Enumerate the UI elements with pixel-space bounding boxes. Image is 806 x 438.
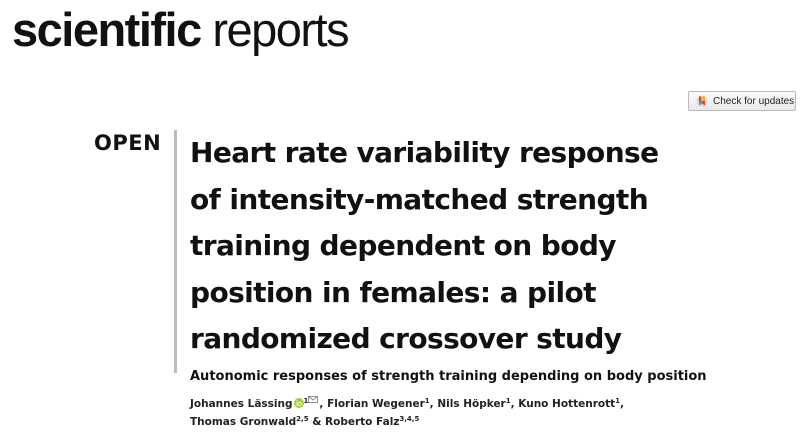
author-name[interactable]: Johannes Lässing bbox=[190, 398, 293, 410]
open-access-label: OPEN bbox=[94, 131, 162, 155]
orcid-icon[interactable] bbox=[293, 398, 304, 408]
journal-logo: scientific reports bbox=[12, 2, 350, 58]
author-separator: , bbox=[429, 398, 438, 410]
author-name[interactable]: Thomas Gronwald bbox=[190, 416, 297, 428]
check-for-updates-label: Check for updates bbox=[713, 95, 795, 107]
title-line: training dependent on body bbox=[190, 229, 617, 262]
crossmark-icon bbox=[696, 95, 708, 107]
journal-name-light: reports bbox=[212, 3, 349, 56]
affiliation-sup: 1 bbox=[424, 397, 430, 405]
email-icon[interactable] bbox=[308, 396, 319, 403]
article-subtitle: Autonomic responses of strength training… bbox=[190, 369, 707, 384]
title-divider bbox=[174, 130, 177, 373]
author-line-2: Thomas Gronwald2,5 & Roberto Falz3,4,5 bbox=[190, 413, 624, 431]
title-line: randomized crossover study bbox=[190, 322, 622, 355]
author-separator: & bbox=[308, 416, 326, 428]
author-list: Johannes Lässing 1, Florian Wegener1, Nil… bbox=[190, 395, 624, 431]
affiliation-sup: 1 bbox=[615, 397, 620, 405]
title-line: of intensity-matched strength bbox=[190, 182, 649, 216]
affiliation-sup: 2,5 bbox=[296, 415, 309, 423]
author-name[interactable]: Kuno Hottenrott bbox=[518, 398, 616, 410]
check-for-updates-button[interactable]: Check for updates bbox=[688, 91, 796, 111]
author-separator: , bbox=[620, 398, 624, 410]
author-separator: , bbox=[510, 398, 519, 410]
author-name[interactable]: Florian Wegener bbox=[327, 398, 425, 410]
affiliation-sup: 3,4,5 bbox=[399, 415, 420, 423]
author-name[interactable]: Roberto Falz bbox=[325, 416, 400, 428]
author-name[interactable]: Nils Höpker bbox=[437, 398, 506, 410]
author-separator: , bbox=[319, 398, 328, 410]
affiliation-sup: 1 bbox=[505, 397, 511, 405]
article-title: Heart rate variability response of inten… bbox=[190, 130, 659, 363]
journal-name-bold: scientific bbox=[12, 3, 202, 56]
title-line: position in females: a pilot bbox=[190, 275, 596, 309]
title-line: Heart rate variability response bbox=[190, 136, 659, 169]
author-line-1: Johannes Lässing 1, Florian Wegener1, Nil… bbox=[190, 395, 624, 413]
affiliation-sup: 1 bbox=[303, 397, 309, 405]
